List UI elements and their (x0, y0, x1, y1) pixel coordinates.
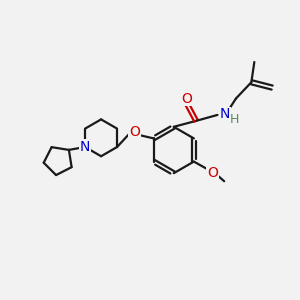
Text: O: O (181, 92, 192, 106)
Text: N: N (220, 107, 230, 121)
Text: H: H (230, 113, 239, 126)
Text: O: O (207, 166, 218, 180)
Text: O: O (129, 125, 140, 140)
Text: N: N (80, 140, 90, 154)
